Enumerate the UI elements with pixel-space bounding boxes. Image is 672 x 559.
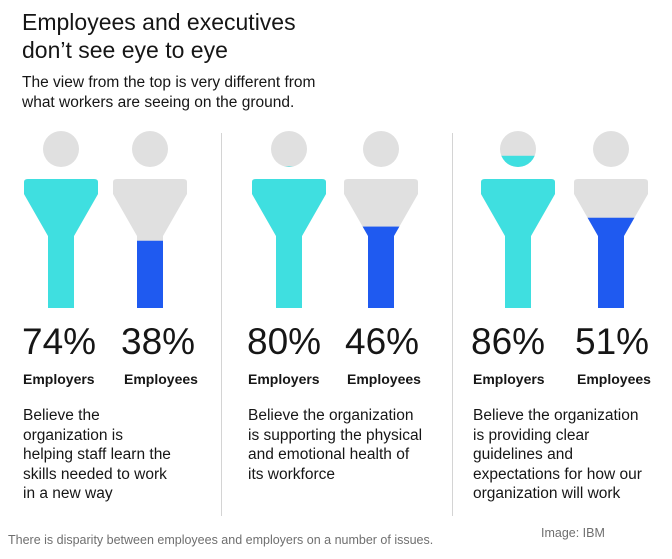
description-1: Believe the organization is helping staf… xyxy=(23,406,223,504)
employees-value-fill-3 xyxy=(574,217,648,308)
caption: There is disparity between employees and… xyxy=(8,533,434,547)
title-line-2: don’t see eye to eye xyxy=(22,37,228,63)
employers-head-2 xyxy=(271,131,307,167)
description-2: Believe the organization is supporting t… xyxy=(248,406,448,484)
employers-head-fill-3 xyxy=(500,155,536,167)
chart-title: Employees and executives don’t see eye t… xyxy=(22,8,442,64)
employers-head-fill-2 xyxy=(271,166,307,167)
description-3-line: expectations for how our xyxy=(473,465,642,483)
description-3-line: guidelines and xyxy=(473,446,573,463)
description-1-line: organization is xyxy=(23,426,123,444)
description-2-line: is supporting the physical xyxy=(248,426,423,444)
subtitle-line-1: The view from the top is very different … xyxy=(22,74,316,91)
employees-head-2 xyxy=(363,131,399,167)
employers-label-3: Employers xyxy=(473,371,545,387)
employees-percent-1: 38% xyxy=(121,321,196,362)
employers-value-fill-1 xyxy=(24,179,98,308)
group-divider-2 xyxy=(452,133,453,516)
employers-label-2: Employers xyxy=(248,371,320,387)
employees-value-fill-1 xyxy=(113,240,187,308)
employers-percent-3: 86% xyxy=(471,321,546,362)
employees-label-1: Employees xyxy=(124,371,198,387)
group-divider-1 xyxy=(221,133,222,516)
employees-label-3: Employees xyxy=(577,371,651,387)
description-3: Believe the organization is providing cl… xyxy=(473,406,672,504)
description-3-line: organization will work xyxy=(473,485,621,502)
description-2-line: Believe the organization xyxy=(248,407,414,424)
description-1-line: helping staff learn the xyxy=(23,446,171,463)
employers-value-fill-2 xyxy=(252,179,326,308)
employees-percent-2: 46% xyxy=(345,321,420,362)
description-3-line: Believe the organization xyxy=(473,407,639,424)
title-line-1: Employees and executives xyxy=(22,9,296,35)
employers-figure-3 xyxy=(481,131,555,308)
employers-label-1: Employers xyxy=(23,371,95,387)
employees-figure-2 xyxy=(344,131,418,308)
chart-subtitle: The view from the top is very different … xyxy=(22,73,402,113)
employers-figure-1 xyxy=(24,131,98,308)
description-2-line: and emotional health of xyxy=(248,446,410,463)
description-3-line: is providing clear xyxy=(473,426,590,444)
employers-percent-1: 74% xyxy=(22,321,97,362)
employees-head-3 xyxy=(593,131,629,167)
subtitle-line-2: what workers are seeing on the ground. xyxy=(22,94,295,111)
description-1-line: Believe the xyxy=(23,407,100,424)
employers-figure-2 xyxy=(252,131,326,308)
employees-figure-3 xyxy=(574,131,648,308)
employers-value-fill-3 xyxy=(481,179,555,308)
description-1-line: skills needed to work xyxy=(23,465,167,483)
description-2-line: its workforce xyxy=(248,465,335,483)
employees-label-2: Employees xyxy=(347,371,421,387)
image-credit: Image: IBM xyxy=(541,526,605,540)
employees-figure-1 xyxy=(113,131,187,308)
employees-percent-3: 51% xyxy=(575,321,650,362)
employees-value-fill-2 xyxy=(344,226,418,308)
employers-head-1 xyxy=(43,131,79,167)
description-1-line: in a new way xyxy=(23,485,113,502)
employers-percent-2: 80% xyxy=(247,321,322,362)
employees-head-1 xyxy=(132,131,168,167)
